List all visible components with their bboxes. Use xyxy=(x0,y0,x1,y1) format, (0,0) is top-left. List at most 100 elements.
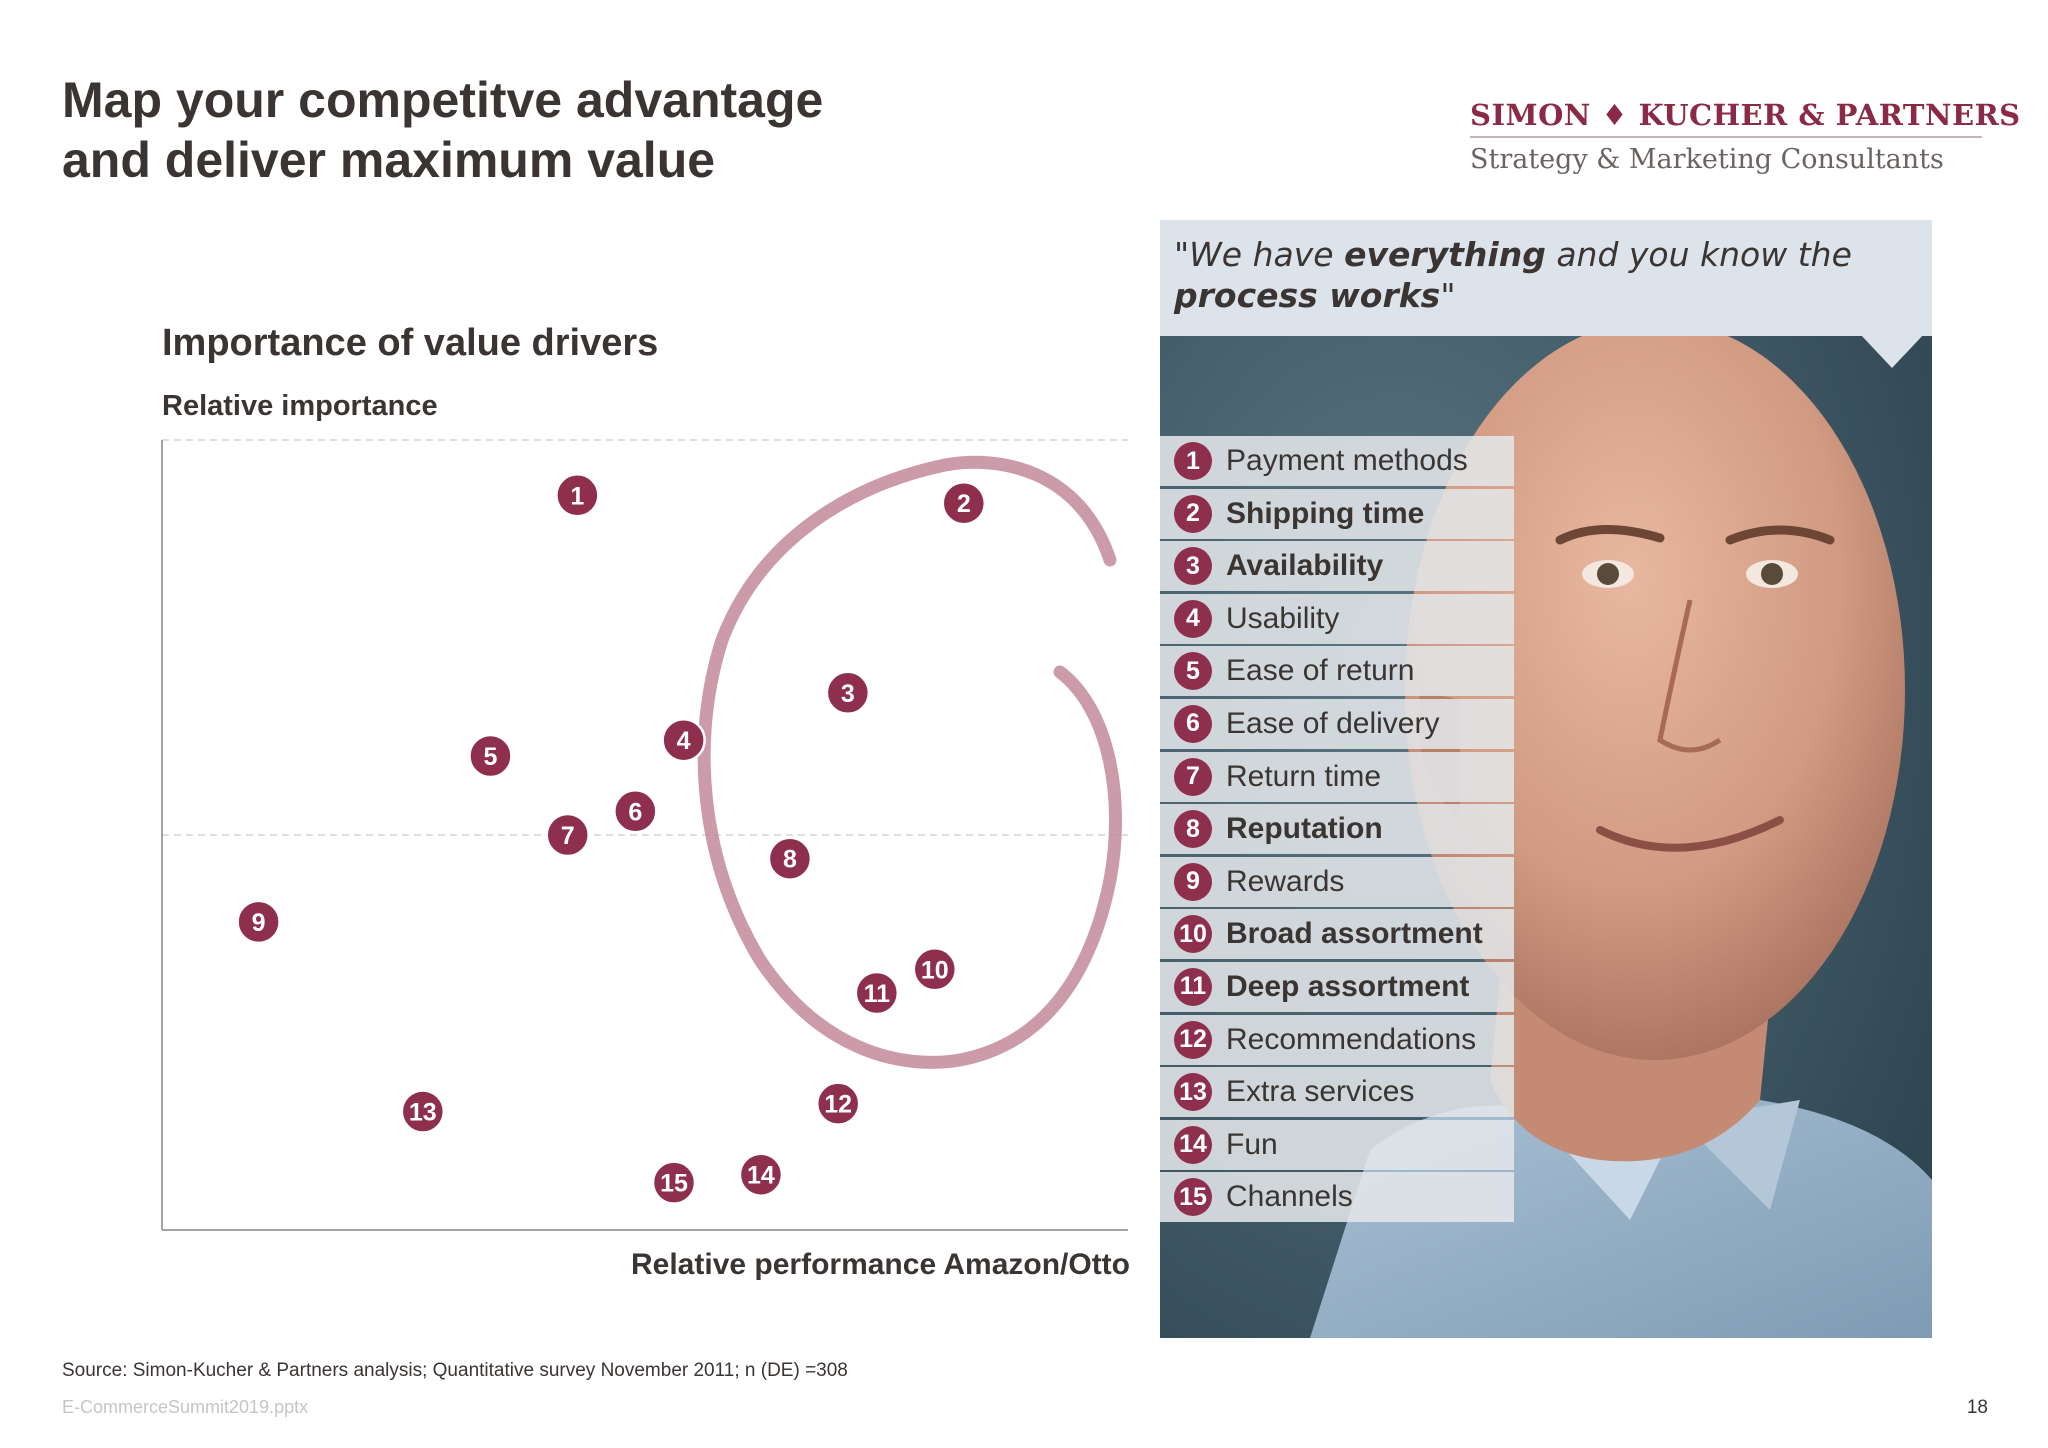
highlight-circle xyxy=(697,455,1123,1069)
quote-pointer xyxy=(1860,334,1924,368)
data-point-13: 13 xyxy=(400,1089,446,1134)
quote-box: "We have everything and you know the proc… xyxy=(1160,220,1932,336)
point-label: 11 xyxy=(864,980,891,1008)
logo-divider xyxy=(1470,136,1982,138)
legend-item-10: 10 Broad assortment xyxy=(1160,909,1514,960)
plot-frame xyxy=(161,439,1128,1231)
legend-label: Broad assortment xyxy=(1226,917,1483,951)
legend-item-2: 2 Shipping time xyxy=(1160,488,1514,539)
slide-title-line1: Map your competitve advantage xyxy=(62,72,824,128)
point-label: 15 xyxy=(660,1170,688,1198)
logo-tagline: Strategy & Marketing Consultants xyxy=(1470,144,1944,175)
legend-number-badge: 5 xyxy=(1174,652,1212,691)
point-marker xyxy=(815,1081,861,1126)
page-number: 18 xyxy=(1966,1397,1988,1418)
data-point-1: 1 xyxy=(555,473,600,518)
legend-number-badge: 1 xyxy=(1174,442,1212,480)
point-marker xyxy=(738,1152,784,1197)
slide-title: Map your competitve advantage and delive… xyxy=(62,70,962,190)
data-point-12: 12 xyxy=(815,1081,861,1126)
legend-label: Reputation xyxy=(1226,812,1383,846)
point-label: 7 xyxy=(561,822,575,850)
legend-number-badge: 9 xyxy=(1174,862,1212,901)
legend-label: Ease of delivery xyxy=(1226,706,1440,740)
data-point-4: 4 xyxy=(661,717,706,763)
legend-number-badge: 8 xyxy=(1174,810,1212,849)
point-label: 12 xyxy=(824,1091,852,1119)
value-driver-legend: 1 Payment methods 2 Shipping time 3 Availabil… xyxy=(1160,436,1514,1225)
legend-number-badge: 11 xyxy=(1174,967,1212,1006)
quote-text-3: " xyxy=(1440,276,1456,315)
slide-title-line2: and deliver maximum value xyxy=(62,132,716,188)
legend-label: Return time xyxy=(1226,759,1382,793)
data-point-9: 9 xyxy=(236,899,281,945)
legend-item-1: 1 Payment methods xyxy=(1160,436,1514,486)
logo-wordmark: SIMON ♦ KUCHER & PARTNERS xyxy=(1470,98,2021,132)
legend-number-badge: 15 xyxy=(1174,1178,1212,1217)
legend-item-15: 15 Channels xyxy=(1160,1172,1514,1223)
point-marker xyxy=(400,1089,446,1134)
legend-number-badge: 10 xyxy=(1174,915,1212,954)
legend-label: Availability xyxy=(1226,549,1384,583)
data-point-2: 2 xyxy=(941,480,987,526)
legend-number-badge: 12 xyxy=(1174,1020,1212,1059)
legend-number-badge: 6 xyxy=(1174,704,1212,743)
legend-item-12: 12 Recommendations xyxy=(1160,1014,1514,1065)
file-name: E-CommerceSummit2019.pptx xyxy=(62,1397,309,1417)
point-label: 10 xyxy=(921,956,949,984)
point-marker xyxy=(613,789,658,834)
quote-emphasis-2: process works xyxy=(1174,276,1441,315)
point-label: 9 xyxy=(252,909,266,937)
data-point-15: 15 xyxy=(651,1160,697,1205)
legend-label: Rewards xyxy=(1226,864,1345,898)
data-point-8: 8 xyxy=(767,836,813,881)
point-marker xyxy=(555,473,600,518)
data-point-5: 5 xyxy=(468,733,513,779)
legend-item-13: 13 Extra services xyxy=(1160,1067,1514,1118)
legend-item-5: 5 Ease of return xyxy=(1160,646,1514,697)
point-marker xyxy=(854,970,900,1016)
point-marker xyxy=(468,733,513,779)
data-point-6: 6 xyxy=(613,789,658,834)
point-label: 14 xyxy=(747,1162,775,1190)
point-marker xyxy=(825,670,871,716)
legend-label: Deep assortment xyxy=(1226,969,1470,1003)
legend-item-7: 7 Return time xyxy=(1160,751,1514,802)
legend-label: Recommendations xyxy=(1226,1022,1477,1056)
data-point-14: 14 xyxy=(738,1152,784,1197)
quote-photo-panel: "We have everything and you know the proc… xyxy=(1160,220,1932,1338)
point-label: 1 xyxy=(570,482,584,510)
legend-number-badge: 7 xyxy=(1174,757,1212,796)
point-label: 5 xyxy=(483,743,497,771)
point-label: 3 xyxy=(841,680,855,708)
point-label: 8 xyxy=(783,846,797,874)
legend-item-9: 9 Rewards xyxy=(1160,856,1514,907)
chart-y-axis-label: Relative importance xyxy=(162,390,438,422)
chart-title: Importance of value drivers xyxy=(162,322,659,364)
legend-item-4: 4 Usability xyxy=(1160,593,1514,644)
legend-item-11: 11 Deep assortment xyxy=(1160,961,1514,1012)
point-marker xyxy=(651,1160,697,1205)
data-point-3: 3 xyxy=(825,670,871,716)
quote-text-1: "We have xyxy=(1174,235,1345,274)
point-marker xyxy=(661,717,706,763)
company-logo: SIMON ♦ KUCHER & PARTNERS Strategy & Mar… xyxy=(1470,98,2021,175)
legend-label: Extra services xyxy=(1226,1075,1415,1109)
point-label: 13 xyxy=(409,1099,437,1127)
legend-label: Usability xyxy=(1226,601,1340,635)
legend-number-badge: 13 xyxy=(1174,1073,1212,1112)
point-marker xyxy=(545,812,590,858)
point-marker xyxy=(941,480,987,526)
point-label: 6 xyxy=(628,798,642,826)
legend-number-badge: 2 xyxy=(1174,494,1212,533)
point-marker xyxy=(767,836,813,881)
data-point-10: 10 xyxy=(912,947,958,992)
legend-item-6: 6 Ease of delivery xyxy=(1160,698,1514,749)
point-marker xyxy=(912,947,958,992)
legend-label: Payment methods xyxy=(1226,444,1468,477)
source-note: Source: Simon-Kucher & Partners analysis… xyxy=(62,1360,848,1381)
chart-x-axis-label: Relative performance Amazon/Otto xyxy=(631,1248,1130,1281)
legend-item-3: 3 Availability xyxy=(1160,541,1514,592)
